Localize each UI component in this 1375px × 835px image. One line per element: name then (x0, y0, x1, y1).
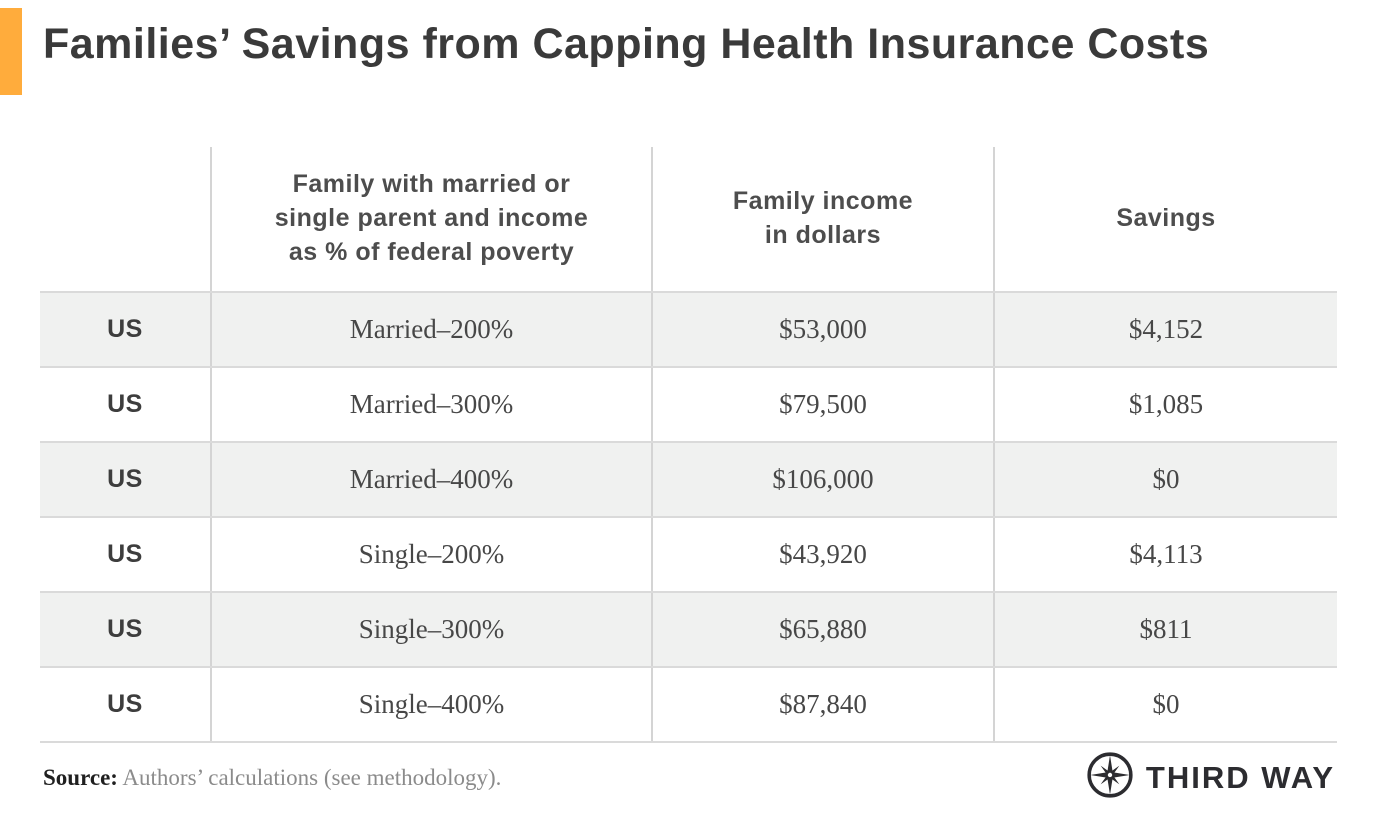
table-row: US Married–200% $53,000 $4,152 (40, 291, 1337, 366)
header-income-line-1: Family income (732, 187, 914, 216)
accent-bar (0, 8, 22, 95)
savings-table: Family with married or single parent and… (40, 147, 1337, 743)
source-line: Source: Authors’ calculations (see metho… (43, 765, 501, 791)
compass-icon (1085, 750, 1135, 805)
header-cell-family-type: Family with married or single parent and… (210, 147, 651, 291)
header-family-line-3: as % of federal poverty (288, 237, 575, 266)
cell-savings: $4,113 (993, 518, 1337, 591)
cell-region: US (107, 540, 143, 568)
cell-region: US (107, 615, 143, 643)
header-income-line-2: in dollars (764, 221, 882, 249)
cell-income: $79,500 (651, 368, 993, 441)
cell-family: Married–400% (210, 443, 651, 516)
table-row: US Married–300% $79,500 $1,085 (40, 366, 1337, 441)
cell-savings: $1,085 (993, 368, 1337, 441)
table-row: US Single–200% $43,920 $4,113 (40, 516, 1337, 591)
cell-income: $53,000 (651, 293, 993, 366)
source-label: Source: (43, 765, 118, 790)
cell-income: $106,000 (651, 443, 993, 516)
table-header-row: Family with married or single parent and… (40, 147, 1337, 291)
cell-income: $43,920 (651, 518, 993, 591)
cell-region: US (107, 465, 143, 493)
cell-family: Married–200% (210, 293, 651, 366)
cell-savings: $0 (993, 443, 1337, 516)
header-cell-savings: Savings (993, 147, 1337, 291)
cell-region: US (107, 315, 143, 343)
cell-region: US (107, 390, 143, 418)
page-title: Families’ Savings from Capping Health In… (43, 20, 1210, 68)
header-cell-income: Family income in dollars (651, 147, 993, 291)
cell-income: $65,880 (651, 593, 993, 666)
table-row: US Married–400% $106,000 $0 (40, 441, 1337, 516)
cell-region: US (107, 690, 143, 718)
source-text: Authors’ calculations (see methodology). (117, 765, 502, 790)
cell-family: Single–200% (210, 518, 651, 591)
cell-family: Married–300% (210, 368, 651, 441)
header-savings-label: Savings (1116, 204, 1216, 233)
table-row: US Single–300% $65,880 $811 (40, 591, 1337, 666)
brand-name: THIRD WAY (1145, 759, 1335, 795)
header-cell-region (40, 147, 210, 291)
cell-savings: $4,152 (993, 293, 1337, 366)
header-family-line-2: single parent and income (274, 204, 589, 233)
cell-family: Single–400% (210, 668, 651, 741)
cell-savings: $811 (993, 593, 1337, 666)
cell-savings: $0 (993, 668, 1337, 741)
header-family-line-1: Family with married or (292, 170, 571, 199)
table-row: US Single–400% $87,840 $0 (40, 666, 1337, 741)
third-way-logo: THIRD WAY (1085, 750, 1335, 805)
cell-income: $87,840 (651, 668, 993, 741)
cell-family: Single–300% (210, 593, 651, 666)
